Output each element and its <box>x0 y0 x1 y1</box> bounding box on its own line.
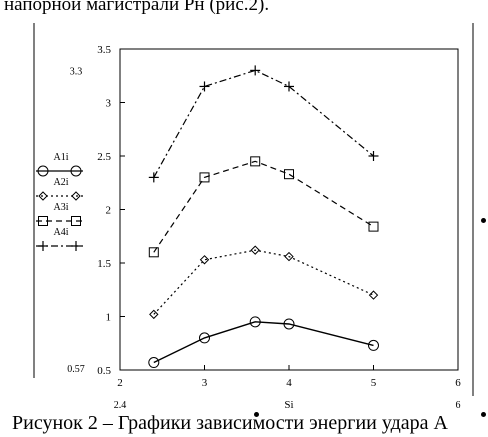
data-point-A1i <box>148 357 160 369</box>
data-point-A3i <box>284 169 294 180</box>
x-tick-label: 4 <box>286 377 292 389</box>
data-point-A4i <box>250 65 261 76</box>
series-A2i <box>149 245 379 320</box>
series-line-A1i <box>153 321 374 364</box>
y-min-corner-label: 0.57 <box>67 364 85 375</box>
data-point-A1i <box>199 332 210 344</box>
data-point-A2i <box>199 255 210 265</box>
data-point-A1i <box>249 316 261 328</box>
x-tick-label: 6 <box>455 377 461 389</box>
y-tick-label: 2.5 <box>97 151 111 163</box>
legend-label-A3i: A3i <box>54 202 69 213</box>
y-tick-label: 1.5 <box>97 258 111 270</box>
data-point-A3i <box>368 221 379 232</box>
data-point-A4i <box>368 151 379 161</box>
x-max-corner-label: 6 <box>456 400 461 411</box>
y-tick-label: 3 <box>106 98 112 110</box>
legend-marker-A4i <box>38 241 48 251</box>
data-point-A4i <box>148 172 159 183</box>
data-point-A3i <box>148 247 159 258</box>
x-tick-label: 5 <box>371 377 377 389</box>
x-tick-label: 3 <box>202 377 208 389</box>
data-point-A4i <box>199 81 210 92</box>
y-tick-label: 3.5 <box>97 44 111 56</box>
x-min-corner-label: 2.4 <box>114 400 127 411</box>
legend-label-A2i: A2i <box>54 177 69 188</box>
data-point-A1i <box>368 339 379 351</box>
legend-marker-A2i <box>38 191 48 201</box>
page-mark-right-lower <box>481 412 486 417</box>
plot-area <box>119 48 459 371</box>
page-mark-bottom <box>254 412 259 417</box>
data-point-A3i <box>199 172 210 183</box>
legend-label-A4i: A4i <box>54 227 69 238</box>
page-mark-right-upper <box>481 218 486 223</box>
legend-marker-A3i <box>71 216 81 226</box>
header-text: напорной магистрали Pн (рис.2). <box>4 0 270 15</box>
y-max-corner-label: 3.3 <box>70 66 83 77</box>
series-line-A2i <box>153 249 374 315</box>
series-A3i <box>148 156 379 258</box>
data-point-A1i <box>283 318 295 330</box>
data-point-A2i <box>250 245 260 255</box>
legend-marker-A1i <box>70 165 82 177</box>
legend-marker-A2i <box>71 191 81 201</box>
series-A1i <box>148 316 379 369</box>
series-line-A3i <box>153 160 374 253</box>
legend-marker-A4i <box>71 241 81 251</box>
x-axis-label: Si <box>284 399 293 411</box>
series-line-A4i <box>153 69 374 178</box>
x-tick-label: 2 <box>117 377 123 389</box>
data-point-A2i <box>284 251 294 262</box>
data-point-A2i <box>149 309 159 320</box>
data-point-A3i <box>250 156 261 167</box>
legend-marker-A3i <box>38 216 48 226</box>
series-A4i <box>148 65 379 183</box>
data-point-A2i <box>368 290 379 300</box>
y-tick-label: 2 <box>106 205 112 217</box>
legend-marker-A1i <box>37 165 49 177</box>
legend-label-A1i: A1i <box>54 152 69 163</box>
y-tick-label: 1 <box>106 312 112 324</box>
y-tick-label: 0.5 <box>97 365 111 377</box>
figure-caption: Рисунок 2 – Графики зависимости энергии … <box>12 412 448 434</box>
data-point-A4i <box>284 81 294 92</box>
